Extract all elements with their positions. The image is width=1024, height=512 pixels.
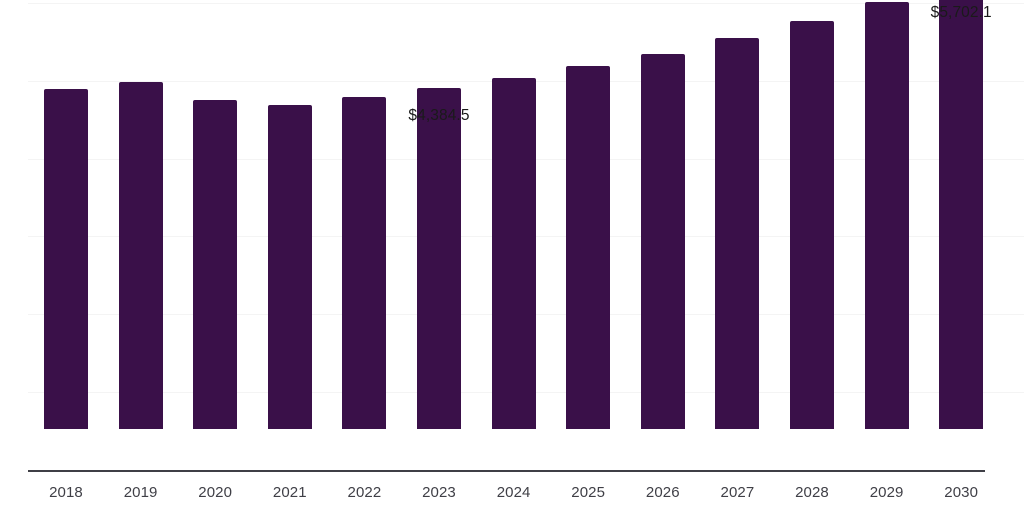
x-tick-2027: 2027: [720, 484, 755, 501]
x-tick-2021: 2021: [272, 484, 307, 501]
bar-2025[interactable]: [566, 65, 611, 429]
bar-2023[interactable]: [417, 87, 461, 429]
plot-area: [28, 0, 1024, 472]
bar-2018[interactable]: [44, 88, 88, 429]
bar-2026[interactable]: [640, 53, 685, 429]
value-label-2030: $5,702.1: [930, 4, 992, 21]
x-tick-2018: 2018: [49, 484, 83, 501]
gridline: [28, 2, 1024, 4]
bar-2020[interactable]: [193, 100, 238, 429]
x-tick-2026: 2026: [645, 484, 680, 501]
bar-2024[interactable]: [491, 77, 536, 429]
x-tick-2028: 2028: [795, 484, 829, 501]
value-label-2023: $4,384.5: [408, 106, 470, 124]
x-tick-2029: 2029: [869, 484, 904, 501]
x-tick-2030: 2030: [944, 484, 979, 501]
x-tick-2025: 2025: [571, 484, 606, 501]
bar-2021[interactable]: [267, 104, 312, 429]
x-axis-line: [28, 470, 985, 472]
x-tick-2019: 2019: [123, 484, 158, 501]
bar-2028[interactable]: [790, 20, 834, 429]
x-tick-2023: 2023: [422, 484, 456, 501]
bar-2029[interactable]: [864, 1, 909, 429]
x-tick-2024: 2024: [496, 484, 531, 501]
x-tick-2022: 2022: [347, 484, 382, 501]
x-tick-2020: 2020: [198, 484, 233, 501]
bar-2030[interactable]: [939, 0, 984, 429]
bar-2019[interactable]: [118, 81, 163, 429]
bar-2022[interactable]: [342, 96, 387, 429]
bar-2027[interactable]: [715, 37, 760, 429]
